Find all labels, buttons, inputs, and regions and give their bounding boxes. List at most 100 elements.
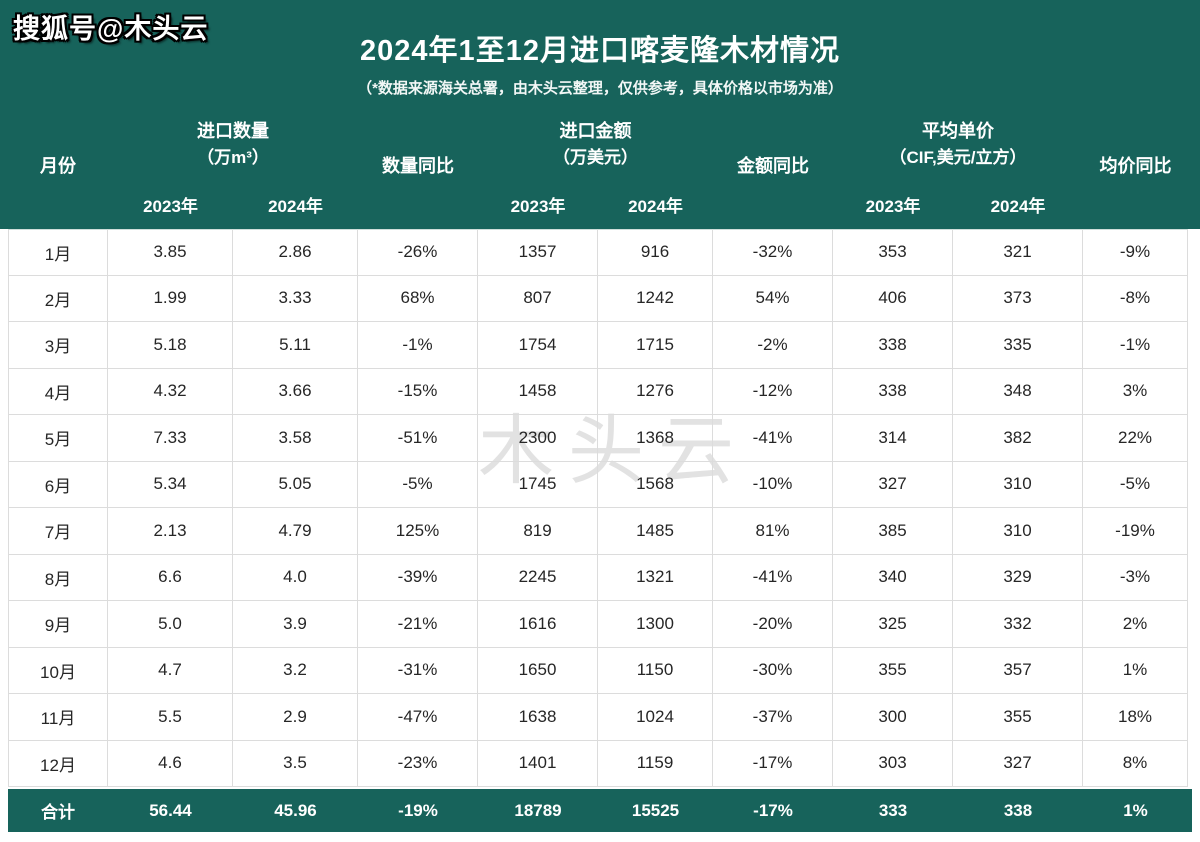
- cell-price-2023: 355: [833, 647, 953, 694]
- cell-price-2023: 385: [833, 508, 953, 555]
- subheader-amount-2023: 2023年: [510, 197, 566, 217]
- cell-qty-yoy: -47%: [358, 694, 478, 741]
- total-cell-qty-2024: 45.96: [274, 800, 317, 820]
- cell-qty-2023: 6.6: [108, 554, 233, 601]
- cell-price-yoy: -5%: [1083, 461, 1188, 508]
- subheader-amount-2024: 2024年: [628, 197, 683, 217]
- table-rows: 1月 3.85 2.86 -26% 1357 916 -32% 353 321 -9% 2月 1.99…: [8, 229, 1192, 787]
- cell-price-2023: 300: [833, 694, 953, 741]
- cell-price-2023: 314: [833, 415, 953, 462]
- cell-amount-2024: 1159: [598, 740, 713, 787]
- cell-qty-2024: 3.5: [233, 740, 358, 787]
- cell-amount-2024: 1242: [598, 275, 713, 322]
- cell-amount-yoy: -20%: [713, 601, 833, 648]
- cell-price-2023: 340: [833, 554, 953, 601]
- cell-qty-2024: 3.2: [233, 647, 358, 694]
- cell-amount-2024: 1276: [598, 368, 713, 415]
- cell-price-2024: 373: [953, 275, 1083, 322]
- cell-price-2024: 348: [953, 368, 1083, 415]
- table-header-block: 搜狐号@木头云 2024年1至12月进口喀麦隆木材情况 （*数据来源海关总署，由…: [0, 0, 1200, 229]
- total-cell-amount-yoy: -17%: [753, 800, 793, 820]
- cell-amount-2024: 1368: [598, 415, 713, 462]
- cell-qty-yoy: -5%: [358, 461, 478, 508]
- cell-month: 5月: [8, 415, 108, 462]
- cell-price-yoy: -19%: [1083, 508, 1188, 555]
- cell-month: 7月: [8, 508, 108, 555]
- table-row: 8月 6.6 4.0 -39% 2245 1321 -41% 340 329 -3%: [8, 554, 1192, 601]
- table-row: 12月 4.6 3.5 -23% 1401 1159 -17% 303 327 8%: [8, 740, 1192, 787]
- cell-price-2024: 321: [953, 229, 1083, 276]
- cell-price-2024: 335: [953, 322, 1083, 369]
- cell-amount-2024: 916: [598, 229, 713, 276]
- cell-qty-yoy: -23%: [358, 740, 478, 787]
- cell-qty-yoy: -15%: [358, 368, 478, 415]
- cell-amount-2023: 1357: [478, 229, 598, 276]
- cell-amount-2023: 1458: [478, 368, 598, 415]
- table-row: 6月 5.34 5.05 -5% 1745 1568 -10% 327 310 -5%: [8, 461, 1192, 508]
- subheader-qty-2023: 2023年: [143, 197, 198, 217]
- cell-qty-2023: 5.18: [108, 322, 233, 369]
- table-row: 2月 1.99 3.33 68% 807 1242 54% 406 373 -8%: [8, 275, 1192, 322]
- cell-price-yoy: 3%: [1083, 368, 1188, 415]
- col-header-price-yoy: 均价同比: [1099, 155, 1172, 176]
- cell-price-yoy: 18%: [1083, 694, 1188, 741]
- table-row: 10月 4.7 3.2 -31% 1650 1150 -30% 355 357 1%: [8, 647, 1192, 694]
- cell-price-yoy: -3%: [1083, 554, 1188, 601]
- cell-qty-2023: 5.5: [108, 694, 233, 741]
- cell-amount-2023: 1401: [478, 740, 598, 787]
- cell-qty-2023: 2.13: [108, 508, 233, 555]
- cell-qty-2024: 4.0: [233, 554, 358, 601]
- cell-qty-2023: 4.7: [108, 647, 233, 694]
- cell-amount-yoy: -17%: [713, 740, 833, 787]
- total-cell-month: 合计: [41, 803, 75, 822]
- cell-qty-2024: 3.9: [233, 601, 358, 648]
- table-row: 9月 5.0 3.9 -21% 1616 1300 -20% 325 332 2%: [8, 601, 1192, 648]
- cell-qty-2024: 4.79: [233, 508, 358, 555]
- cell-qty-yoy: -26%: [358, 229, 478, 276]
- total-cell-price-2024: 338: [1003, 800, 1033, 820]
- cell-price-yoy: -1%: [1083, 322, 1188, 369]
- table-row: 1月 3.85 2.86 -26% 1357 916 -32% 353 321 -9%: [8, 229, 1192, 276]
- cell-amount-yoy: 81%: [713, 508, 833, 555]
- cell-price-2023: 338: [833, 322, 953, 369]
- subheader-price-2023: 2023年: [865, 197, 921, 217]
- cell-qty-yoy: -31%: [358, 647, 478, 694]
- total-cell-price-yoy: 1%: [1123, 800, 1148, 820]
- cell-price-2024: 310: [953, 461, 1083, 508]
- table-row: 7月 2.13 4.79 125% 819 1485 81% 385 310 -19%: [8, 508, 1192, 555]
- cell-price-yoy: 22%: [1083, 415, 1188, 462]
- cell-amount-yoy: 54%: [713, 275, 833, 322]
- cell-qty-2023: 3.85: [108, 229, 233, 276]
- cell-amount-2024: 1150: [598, 647, 713, 694]
- cell-price-yoy: 2%: [1083, 601, 1188, 648]
- column-headers: 月份 进口数量 （万m³） 数量同比 进口金额 （万美元） 金额同比 平均单价 …: [8, 103, 1192, 229]
- cell-amount-yoy: -32%: [713, 229, 833, 276]
- cell-price-2023: 353: [833, 229, 953, 276]
- cell-qty-2023: 4.32: [108, 368, 233, 415]
- cell-qty-2024: 3.33: [233, 275, 358, 322]
- col-header-price-group: 平均单价 （CIF,美元/立方）: [889, 120, 1027, 167]
- cell-price-2024: 355: [953, 694, 1083, 741]
- cell-price-2023: 406: [833, 275, 953, 322]
- cell-amount-2024: 1568: [598, 461, 713, 508]
- center-watermark: 木头云: [478, 409, 748, 494]
- cell-qty-2024: 3.58: [233, 415, 358, 462]
- cell-amount-2023: 807: [478, 275, 598, 322]
- cell-month: 9月: [8, 601, 108, 648]
- table-row: 5月 7.33 3.58 -51% 2300 1368 -41% 314 382 22%: [8, 415, 1192, 462]
- cell-qty-yoy: -39%: [358, 554, 478, 601]
- cell-price-2024: 327: [953, 740, 1083, 787]
- cell-qty-2024: 2.9: [233, 694, 358, 741]
- cell-amount-yoy: -30%: [713, 647, 833, 694]
- col-header-amount-group: 进口金额 （万美元）: [553, 120, 638, 167]
- subheader-price-2024: 2024年: [990, 197, 1046, 217]
- cell-price-2024: 332: [953, 601, 1083, 648]
- cell-amount-2024: 1321: [598, 554, 713, 601]
- cell-amount-yoy: -2%: [713, 322, 833, 369]
- cell-amount-2023: 1754: [478, 322, 598, 369]
- cell-month: 2月: [8, 275, 108, 322]
- cell-amount-2024: 1715: [598, 322, 713, 369]
- cell-price-2023: 338: [833, 368, 953, 415]
- col-header-qty-group: 进口数量 （万m³）: [197, 120, 269, 167]
- cell-price-yoy: -8%: [1083, 275, 1188, 322]
